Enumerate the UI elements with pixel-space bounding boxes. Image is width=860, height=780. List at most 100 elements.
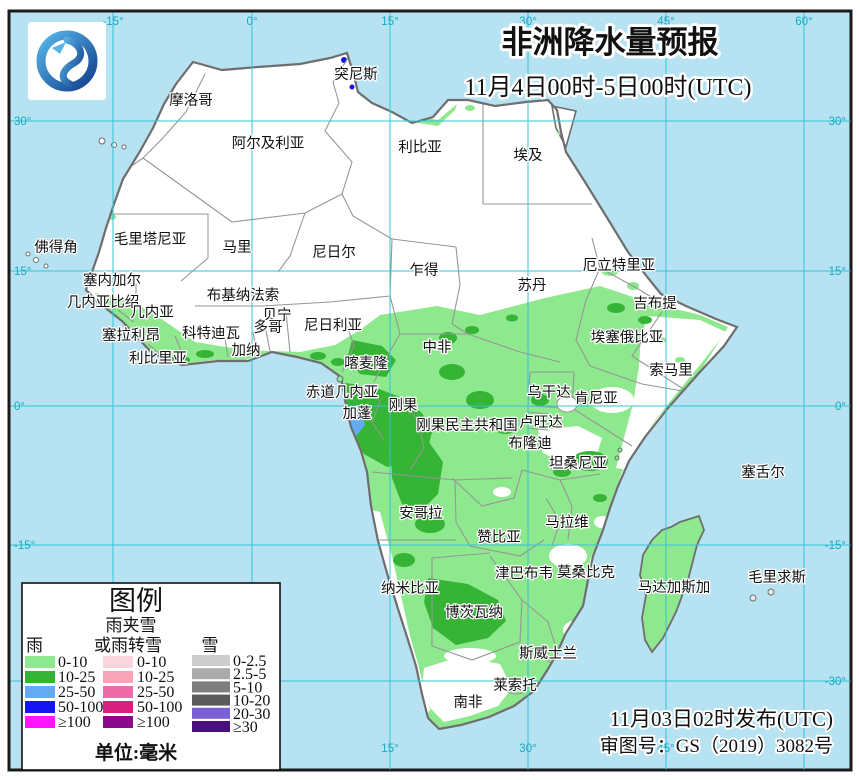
country-label: 厄立特里亚 [583, 257, 656, 274]
country-label: 利比亚 [398, 139, 442, 156]
legend-range-label: ≥100 [58, 714, 91, 731]
country-label: 科特迪瓦 [182, 325, 240, 342]
lon-label-top: 0° [247, 16, 258, 28]
legend-range-label: ≥30 [233, 719, 258, 736]
lat-label-left: 0° [14, 401, 25, 413]
legend-items: 0-1010-2525-5050-100≥1000-1010-2525-5050… [25, 653, 270, 736]
country-label: 刚果民主共和国 [416, 417, 518, 434]
lon-label-top: -15° [102, 16, 123, 28]
issued-time-text: 11月03日02时发布(UTC) [610, 707, 833, 731]
lat-label-right: -30° [825, 676, 846, 688]
country-label: 几内亚比绍 [67, 294, 140, 311]
legend-range-label: 10-20 [233, 693, 270, 710]
lon-label-top: 45° [657, 16, 674, 28]
forecast-period-subtitle: 11月4日00时-5日00时(UTC) [464, 74, 751, 101]
country-label: 布隆迪 [508, 435, 552, 452]
legend-range-label: 0-10 [58, 654, 87, 671]
country-label: 马拉维 [545, 514, 589, 531]
legend-panel: 图例 雨 雨夹雪 或雨转雪 雪 0-1010-2525-5050-100≥100… [21, 582, 281, 771]
country-label: 加蓬 [343, 405, 372, 422]
country-label: 喀麦隆 [344, 355, 388, 372]
legend-col-sleet-header-1: 雨夹雪 [106, 616, 157, 635]
lon-label-bottom: 15° [381, 743, 398, 755]
legend-box [21, 582, 281, 771]
legend-swatch [25, 701, 55, 713]
legend-swatch [25, 671, 55, 683]
legend-swatch [192, 721, 230, 732]
country-label: 吉布提 [633, 295, 677, 312]
lat-label-right: 30° [829, 116, 846, 128]
page-title: 非洲降水量预报 [502, 25, 719, 60]
legend-swatch [103, 686, 133, 698]
precip-specks-horn [654, 337, 685, 363]
legend-range-label: 50-100 [58, 699, 103, 716]
legend-swatch [25, 686, 55, 698]
country-label: 利比里亚 [129, 350, 187, 367]
agency-logo [28, 22, 106, 100]
legend-swatch [192, 694, 230, 706]
lon-label-bottom: 45° [657, 743, 674, 755]
country-label: 津巴布韦 [495, 565, 553, 582]
legend-range-label: 25-50 [58, 684, 95, 701]
country-label: 马里 [223, 239, 252, 256]
country-label: 莫桑比克 [557, 564, 615, 581]
country-label: 毛里塔尼亚 [114, 231, 187, 248]
lon-label-top: 15° [381, 16, 398, 28]
logo-dragon-swirl-icon [59, 36, 85, 88]
logo-wing-icon [52, 42, 66, 54]
lon-label-bottom: 60° [795, 743, 812, 755]
country-label: 加纳 [232, 342, 261, 359]
country-label: 乌干达 [527, 384, 571, 401]
country-label: 乍得 [410, 262, 439, 279]
country-label: 多哥 [254, 319, 283, 336]
country-label: 安哥拉 [399, 505, 443, 522]
country-label: 塞拉利昂 [102, 326, 160, 344]
legend-range-label: 25-50 [137, 684, 174, 701]
country-label: 刚果 [389, 397, 418, 414]
legend-range-label: 5-10 [233, 679, 262, 696]
lat-label-left: 15° [14, 266, 31, 278]
country-label: 索马里 [649, 362, 693, 379]
legend-swatch [192, 681, 230, 693]
country-label: 尼日利亚 [304, 317, 362, 334]
lat-label-left: -15° [14, 540, 35, 552]
country-label: 突尼斯 [334, 66, 378, 83]
country-label: 埃塞俄比亚 [591, 328, 664, 346]
island-dots [25, 137, 775, 602]
country-label: 斯威士兰 [519, 645, 577, 662]
legend-swatch [103, 701, 133, 713]
graticule-labels: -15° 0° 15° 15° 30° 30° 45° 45° 60° 60° 30° 30° 15° 1… [14, 16, 846, 755]
country-label: 塞内加尔 [83, 271, 141, 289]
country-label: 肯尼亚 [574, 390, 618, 407]
legend-col-rain-header: 雨 [26, 636, 43, 655]
graticule [10, 12, 851, 770]
country-label: 摩洛哥 [169, 91, 213, 109]
lat-label-left: 30° [14, 116, 31, 128]
legend-range-label: 20-30 [233, 706, 270, 723]
country-label: 赤道几内亚 [306, 384, 379, 401]
country-label: 毛里求斯 [748, 569, 806, 586]
lon-label-bottom: 30° [519, 743, 536, 755]
legend-swatch [192, 707, 230, 719]
legend-swatch [25, 716, 55, 728]
legend-swatch [192, 655, 230, 666]
lon-label-top: 60° [795, 16, 812, 28]
country-label: 埃及 [514, 147, 543, 164]
legend-range-label: ≥100 [137, 714, 170, 731]
precip-rain-10-25-patches [170, 303, 652, 645]
country-label: 卢旺达 [519, 414, 563, 431]
lon-label-top: 30° [519, 16, 536, 28]
lake-victoria [556, 395, 578, 413]
legend-range-label: 50-100 [137, 699, 182, 716]
country-label: 塞舌尔 [741, 463, 785, 481]
country-borders [97, 57, 689, 695]
legend-unit-label: 单位:毫米 [95, 741, 178, 764]
country-label: 赞比亚 [477, 529, 521, 546]
country-label: 南非 [454, 694, 483, 711]
country-label: 阿尔及利亚 [232, 135, 305, 152]
legend-range-label: 10-25 [137, 669, 174, 686]
legend-title: 图例 [109, 586, 163, 616]
